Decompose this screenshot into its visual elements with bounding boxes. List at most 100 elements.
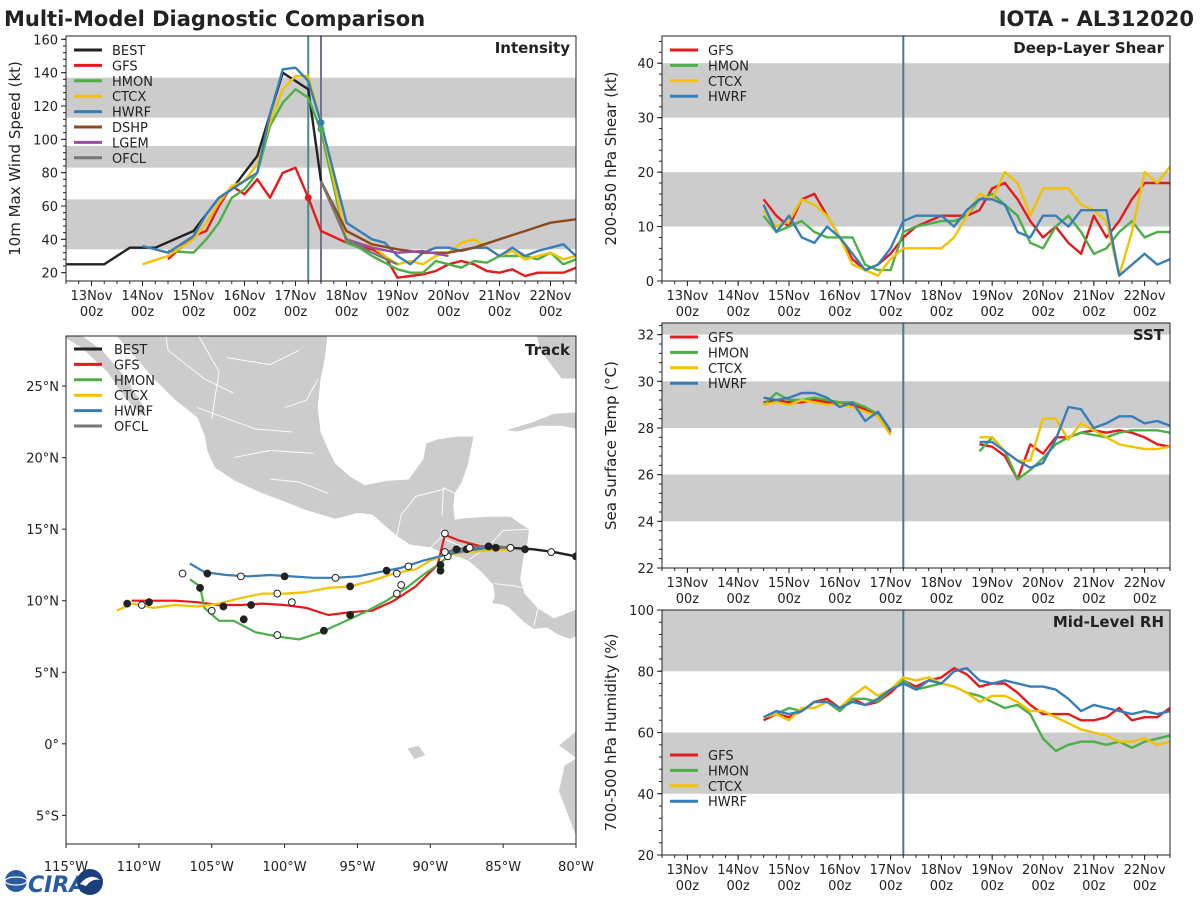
track-position-marker <box>484 542 493 551</box>
track-lat-label: 0° <box>44 738 59 753</box>
intensity-x-tick-hour: 00z <box>131 305 155 320</box>
figure-title: Multi-Model Diagnostic Comparison <box>4 7 425 31</box>
rh-title: Mid-Level RH <box>1053 613 1164 631</box>
track-lat-label: 10°N <box>26 595 59 610</box>
shear-x-tick-day: 15Nov <box>768 289 810 304</box>
globe-band <box>4 876 28 886</box>
track-position-marker <box>203 569 212 578</box>
shear-x-axis: 13Nov00z14Nov00z15Nov00z16Nov00z17Nov00z… <box>661 281 1171 320</box>
landmass-peru <box>558 757 576 837</box>
track-lon-label: 85°W <box>485 860 521 875</box>
intensity-y-tick-label: 40 <box>41 233 58 248</box>
rh-x-tick-hour: 00z <box>981 879 1005 894</box>
shear-series-hwrf <box>762 198 1170 277</box>
legend-label-hmon: HMON <box>114 374 155 389</box>
landmass-cuba <box>504 411 576 433</box>
rh-plot-area <box>662 610 1170 855</box>
sst-x-tick-day: 22Nov <box>1124 576 1166 591</box>
shear-x-tick-hour: 00z <box>777 305 801 320</box>
legend-label-ctcx: CTCX <box>708 362 742 377</box>
track-position-marker <box>137 601 146 609</box>
sst-x-axis: 13Nov00z14Nov00z15Nov00z16Nov00z17Nov00z… <box>661 568 1171 607</box>
state-border <box>165 336 234 394</box>
legend-label-ctcx: CTCX <box>112 90 146 105</box>
rh-x-tick-day: 18Nov <box>920 863 962 878</box>
satellite-icon <box>77 869 103 895</box>
storm-title: IOTA - AL312020 <box>999 7 1194 31</box>
rh-x-tick-day: 15Nov <box>768 863 810 878</box>
legend-label-gfs: GFS <box>708 44 734 59</box>
shear-y-tick-label: 20 <box>637 166 654 181</box>
intensity-x-tick-hour: 00z <box>182 305 206 320</box>
shear-x-tick-hour: 00z <box>1133 305 1157 320</box>
rh-y-tick-label: 100 <box>629 604 654 619</box>
shear-x-tick-hour: 00z <box>879 305 903 320</box>
shear-x-tick-day: 14Nov <box>717 289 759 304</box>
rh-x-tick-day: 19Nov <box>971 863 1013 878</box>
rh-y-axis: 20 40 60 80 100 <box>629 604 662 864</box>
intensity-x-tick-day: 21Nov <box>479 289 521 304</box>
intensity-y-tick-label: 160 <box>33 33 58 48</box>
track-lon-label: 110°W <box>117 860 161 875</box>
sst-x-tick-day: 13Nov <box>666 576 708 591</box>
shear-x-tick-hour: 00z <box>727 305 751 320</box>
legend-label-gfs: GFS <box>708 749 734 764</box>
intensity-y-tick-label: 120 <box>33 100 58 115</box>
state-border <box>494 583 523 589</box>
track-position-marker <box>287 598 296 607</box>
legend-label-ofcl: OFCL <box>114 420 149 435</box>
intensity-x-tick-day: 22Nov <box>530 289 572 304</box>
rh-x-tick-day: 21Nov <box>1073 863 1115 878</box>
state-border <box>196 407 292 433</box>
state-border <box>284 378 319 408</box>
track-position-marker <box>392 589 401 598</box>
track-position-marker <box>331 573 340 582</box>
track-position-marker <box>196 583 204 592</box>
intensity-y-tick-label: 100 <box>33 133 58 148</box>
shear-x-tick-day: 18Nov <box>920 289 962 304</box>
intensity-y-axis: 20 40 60 80 100 120 140 160 <box>33 33 66 282</box>
track-position-marker <box>491 543 500 552</box>
landmass-galapagos <box>406 744 427 761</box>
intensity-y-tick-label: 60 <box>41 200 58 215</box>
state-border <box>533 607 539 627</box>
sst-y-tick-label: 22 <box>637 562 654 577</box>
rh-x-tick-hour: 00z <box>1082 879 1106 894</box>
rh-x-tick-day: 14Nov <box>717 863 759 878</box>
state-border <box>226 349 300 366</box>
intensity-y-tick-label: 140 <box>33 67 58 82</box>
track-position-marker <box>123 599 132 608</box>
track-position-marker <box>382 566 391 575</box>
shear-y-tick-label: 30 <box>637 112 654 127</box>
shear-x-tick-day: 19Nov <box>971 289 1013 304</box>
track-position-marker <box>521 545 529 554</box>
sst-y-tick-label: 26 <box>637 469 654 484</box>
sst-band-1 <box>662 381 1170 428</box>
legend-label-gfs: GFS <box>112 59 138 74</box>
rh-x-tick-day: 20Nov <box>1022 863 1064 878</box>
rh-x-tick-hour: 00z <box>930 879 954 894</box>
shear-band-0 <box>662 172 1170 227</box>
intensity-x-tick-day: 20Nov <box>428 289 470 304</box>
legend-label-ofcl: OFCL <box>112 152 147 167</box>
legend-label-hwrf: HWRF <box>708 377 747 392</box>
intensity-x-axis: 13Nov00z14Nov00z15Nov00z16Nov00z17Nov00z… <box>65 281 577 320</box>
track-position-marker <box>440 548 449 556</box>
track-position-marker <box>273 631 282 639</box>
sst-y-tick-label: 28 <box>637 422 654 437</box>
rh-x-tick-hour: 00z <box>1133 879 1157 894</box>
track-lat-label: 25°N <box>26 380 59 395</box>
intensity-x-tick-hour: 00z <box>539 305 563 320</box>
intensity-x-tick-day: 18Nov <box>326 289 368 304</box>
sst-x-tick-hour: 00z <box>1133 592 1157 607</box>
shear-x-tick-hour: 00z <box>828 305 852 320</box>
sst-y-label: Sea Surface Temp (°C) <box>602 361 620 530</box>
rh-y-tick-label: 40 <box>637 788 654 803</box>
track-lat-label: 15°N <box>26 523 59 538</box>
intensity-x-tick-hour: 00z <box>386 305 410 320</box>
track-position-marker <box>178 569 187 578</box>
rh-x-tick-hour: 00z <box>727 879 751 894</box>
shear-x-tick-day: 16Nov <box>819 289 861 304</box>
